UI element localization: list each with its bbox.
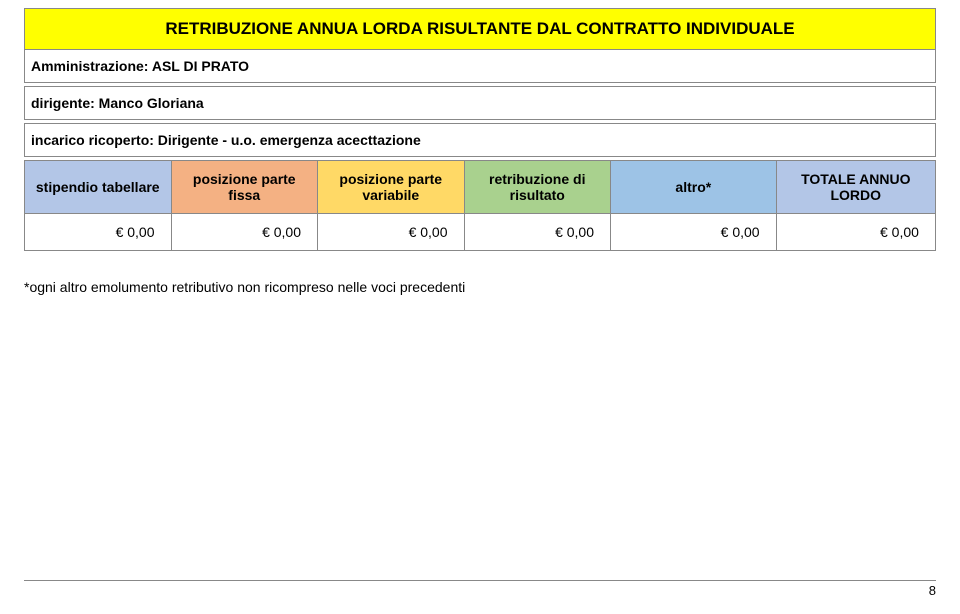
title-row: RETRIBUZIONE ANNUA LORDA RISULTANTE DAL … bbox=[24, 8, 936, 50]
footnote-text: *ogni altro emolumento retributivo non r… bbox=[24, 279, 465, 295]
dirigente-text: dirigente: Manco Gloriana bbox=[31, 95, 204, 111]
header-posizione-variabile: posizione parte variabile bbox=[318, 161, 465, 213]
data-totale: € 0,00 bbox=[777, 214, 935, 250]
table-header-row: stipendio tabellare posizione parte fiss… bbox=[24, 161, 936, 214]
data-posizione-fissa: € 0,00 bbox=[172, 214, 319, 250]
title-text: RETRIBUZIONE ANNUA LORDA RISULTANTE DAL … bbox=[165, 19, 794, 39]
header-retribuzione-risultato: retribuzione di risultato bbox=[465, 161, 612, 213]
table-data-row: € 0,00 € 0,00 € 0,00 € 0,00 € 0,00 € 0,0… bbox=[24, 214, 936, 251]
data-altro: € 0,00 bbox=[611, 214, 777, 250]
footnote: *ogni altro emolumento retributivo non r… bbox=[24, 279, 936, 295]
header-totale: TOTALE ANNUO LORDO bbox=[777, 161, 935, 213]
header-altro: altro* bbox=[611, 161, 777, 213]
page: RETRIBUZIONE ANNUA LORDA RISULTANTE DAL … bbox=[0, 0, 960, 614]
administration-row: Amministrazione: ASL DI PRATO bbox=[24, 50, 936, 83]
data-stipendio: € 0,00 bbox=[25, 214, 172, 250]
administration-text: Amministrazione: ASL DI PRATO bbox=[31, 58, 249, 74]
dirigente-row: dirigente: Manco Gloriana bbox=[24, 87, 936, 120]
incarico-row: incarico ricoperto: Dirigente - u.o. eme… bbox=[24, 124, 936, 157]
header-stipendio: stipendio tabellare bbox=[25, 161, 172, 213]
data-retribuzione-risultato: € 0,00 bbox=[465, 214, 612, 250]
incarico-text: incarico ricoperto: Dirigente - u.o. eme… bbox=[31, 132, 421, 148]
header-posizione-fissa: posizione parte fissa bbox=[172, 161, 319, 213]
page-number-bar: 8 bbox=[24, 580, 936, 598]
page-number: 8 bbox=[929, 583, 936, 598]
data-posizione-variabile: € 0,00 bbox=[318, 214, 465, 250]
